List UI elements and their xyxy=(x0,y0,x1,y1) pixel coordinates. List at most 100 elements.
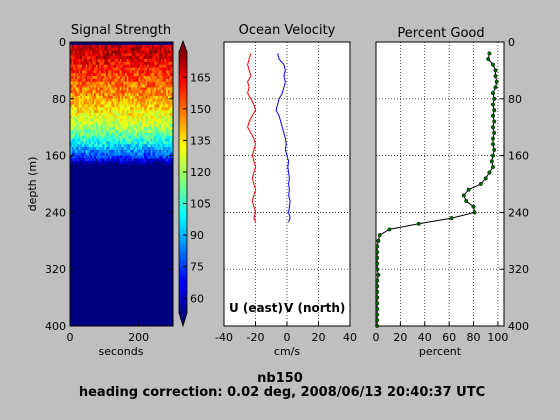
heatmap-cell xyxy=(147,130,150,134)
heatmap-cell xyxy=(124,124,127,128)
heatmap-cell xyxy=(114,158,117,162)
heatmap-cell xyxy=(114,113,117,117)
heatmap-cell xyxy=(138,118,141,122)
heatmap-cell xyxy=(121,67,124,71)
heatmap-cell xyxy=(95,53,98,57)
heatmap-cell xyxy=(145,47,148,51)
heatmap-cell xyxy=(148,135,151,139)
heatmap-cell xyxy=(75,118,78,122)
heatmap-cell xyxy=(76,158,79,162)
heatmap-cell xyxy=(133,81,136,85)
heatmap-cell xyxy=(128,81,131,85)
heatmap-cell xyxy=(111,59,114,63)
heatmap-cell xyxy=(166,73,169,77)
heatmap-cell xyxy=(128,124,131,128)
heatmap-cell xyxy=(155,121,158,125)
heatmap-cell xyxy=(142,155,145,159)
heatmap-cell xyxy=(111,132,114,137)
heatmap-cell xyxy=(119,118,122,122)
heatmap-cell xyxy=(145,118,148,122)
heatmap-cell xyxy=(109,73,112,77)
heatmap-cell xyxy=(73,61,76,66)
heatmap-cell xyxy=(78,110,81,114)
percent-good-point xyxy=(375,301,380,306)
heatmap-cell xyxy=(145,158,148,162)
heatmap-cell xyxy=(102,73,105,77)
heatmap-cell xyxy=(114,93,117,97)
heatmap-cell xyxy=(104,50,107,54)
heatmap-cell xyxy=(80,81,83,85)
heatmap-cell xyxy=(135,84,138,88)
heatmap-cell xyxy=(147,135,150,139)
heatmap-cell xyxy=(118,149,121,154)
heatmap-cell xyxy=(109,144,112,148)
heatmap-cell xyxy=(76,87,79,91)
heatmap-cell xyxy=(128,50,131,54)
heatmap-cell xyxy=(73,132,76,137)
heatmap-cell xyxy=(75,47,78,51)
heatmap-cell xyxy=(166,138,169,142)
heatmap-cell xyxy=(73,90,76,94)
heatmap-cell xyxy=(99,53,102,57)
heatmap-cell xyxy=(116,53,119,57)
heatmap-cell xyxy=(80,104,83,108)
heatmap-cell xyxy=(140,44,143,48)
y-tick-label: 240 xyxy=(45,206,66,219)
x-tick-label: 80 xyxy=(467,331,481,344)
heatmap-cell xyxy=(80,147,83,151)
heatmap-cell xyxy=(124,78,127,83)
heatmap-cell xyxy=(118,127,121,131)
heatmap-cell xyxy=(87,118,90,122)
heatmap-cell xyxy=(155,56,158,60)
heatmap-cell xyxy=(128,59,131,63)
heatmap-cell xyxy=(88,98,91,102)
heatmap-cell xyxy=(121,76,124,80)
colorbar-tick-label: 60 xyxy=(190,292,204,305)
heatmap-cell xyxy=(82,70,85,74)
heatmap-cell xyxy=(167,124,170,128)
heatmap-cell xyxy=(85,81,88,85)
heatmap-cell xyxy=(88,127,91,131)
heatmap-cell xyxy=(99,149,102,154)
heatmap-cell xyxy=(167,104,170,108)
heatmap-cell xyxy=(154,64,157,68)
heatmap-cell xyxy=(133,110,136,114)
heatmap-cell xyxy=(88,147,91,151)
heatmap-cell xyxy=(155,118,158,122)
heatmap-cell xyxy=(109,101,112,105)
heatmap-cell xyxy=(90,115,93,119)
heatmap-cell xyxy=(167,67,170,71)
heatmap-cell xyxy=(104,135,107,139)
heatmap-cell xyxy=(143,67,146,71)
heatmap-cell xyxy=(109,95,112,100)
heatmap-cell xyxy=(143,155,146,159)
heatmap-cell xyxy=(155,50,158,54)
heatmap-cell xyxy=(169,95,172,100)
heatmap-cell xyxy=(85,141,88,145)
heatmap-cell xyxy=(80,64,83,68)
heatmap-cell xyxy=(155,73,158,77)
heatmap-cell xyxy=(128,104,131,108)
heatmap-cell xyxy=(76,118,79,122)
heatmap-cell xyxy=(150,76,153,80)
heatmap-cell xyxy=(111,56,114,60)
heatmap-cell xyxy=(142,121,145,125)
heatmap-cell xyxy=(73,124,76,128)
heatmap-cell xyxy=(135,93,138,97)
heatmap-cell xyxy=(143,78,146,83)
colorbar-outline xyxy=(178,39,188,328)
heatmap-cell xyxy=(94,64,97,68)
heatmap-cell xyxy=(123,138,126,142)
heatmap-cell xyxy=(152,53,155,57)
heatmap-cell xyxy=(152,50,155,54)
heatmap-cell xyxy=(106,124,109,128)
heatmap-cell xyxy=(150,130,153,134)
heatmap-cell xyxy=(136,67,139,71)
heatmap-cell xyxy=(169,121,172,125)
heatmap-cell xyxy=(83,149,86,154)
heatmap-cell xyxy=(112,98,115,102)
heatmap-cell xyxy=(169,155,172,159)
heatmap-cell xyxy=(78,147,81,151)
heatmap-cell xyxy=(76,155,79,159)
